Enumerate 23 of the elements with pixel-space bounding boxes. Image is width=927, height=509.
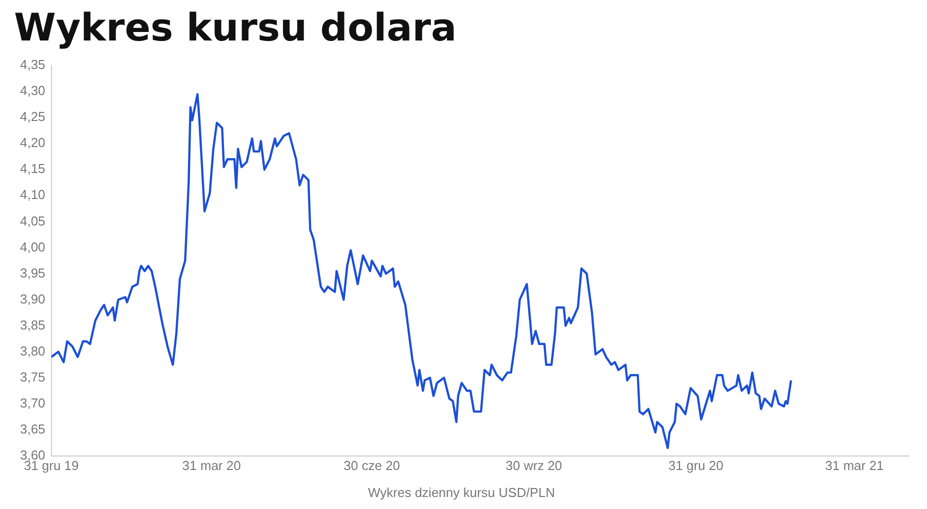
- y-tick-label: 3,70: [20, 395, 46, 410]
- x-tick-label: 30 cze 20: [344, 458, 400, 474]
- y-tick-label: 4,30: [20, 83, 46, 98]
- y-tick-label: 3,95: [20, 265, 46, 280]
- y-tick-label: 3,65: [20, 421, 46, 436]
- y-tick-label: 4,35: [20, 57, 46, 72]
- x-tick-label: 30 wrz 20: [506, 458, 562, 474]
- y-tick-label: 3,75: [20, 369, 46, 384]
- y-tick-label: 4,15: [20, 161, 46, 176]
- y-tick-label: 3,85: [20, 317, 46, 332]
- x-tick-label: 31 mar 20: [182, 458, 241, 474]
- x-tick-label: 31 mar 21: [825, 458, 884, 474]
- y-tick-label: 3,60: [20, 447, 46, 462]
- y-tick-label: 3,90: [20, 291, 46, 306]
- y-tick-label: 4,10: [20, 187, 46, 202]
- text: Wykres dzienny kursu USD/PLN: [368, 484, 555, 500]
- y-tick-label: 4,20: [20, 135, 46, 150]
- y-tick-label: 4,05: [20, 213, 46, 228]
- y-tick-label: 4,25: [20, 109, 46, 124]
- y-tick-label: 4,00: [20, 239, 46, 254]
- x-tick-label: 31 gru 20: [668, 458, 724, 474]
- chart-title: Wykres kursu dolara: [14, 6, 457, 50]
- y-tick-label: 3,80: [20, 343, 46, 358]
